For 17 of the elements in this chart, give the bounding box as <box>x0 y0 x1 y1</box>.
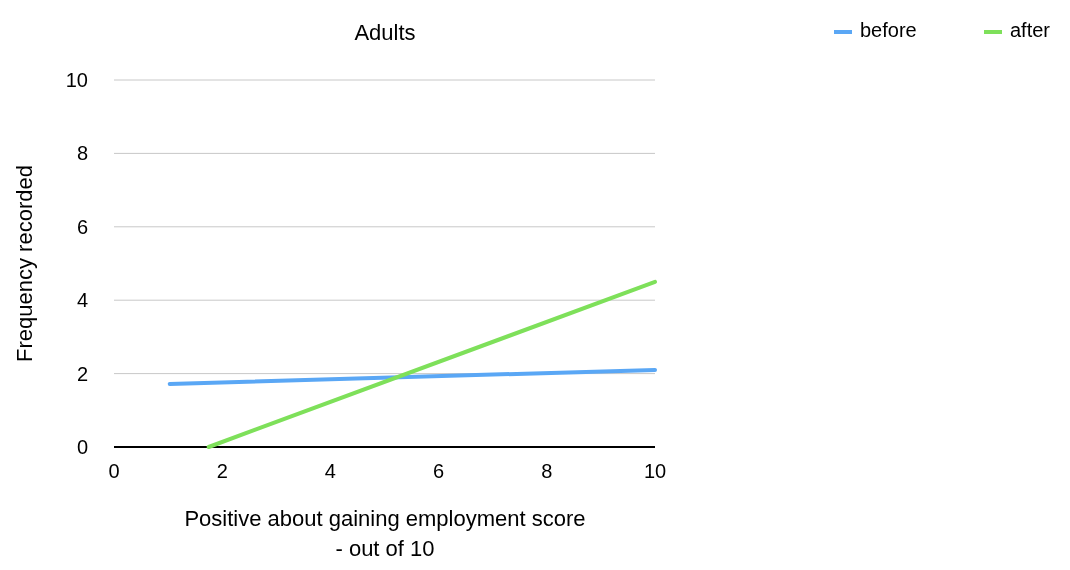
x-tick-label: 2 <box>216 460 228 482</box>
chart-title: Adults <box>354 20 416 45</box>
y-tick-label: 6 <box>76 215 88 238</box>
legend-label: before <box>860 19 917 41</box>
y-tick-label: 0 <box>76 436 88 458</box>
x-tick-label: 10 <box>643 460 667 482</box>
x-tick-label: 4 <box>324 460 336 482</box>
y-tick-label: 10 <box>65 69 88 91</box>
y-tick-label: 4 <box>76 289 88 312</box>
legend-label: after <box>1010 19 1051 41</box>
y-axis-title: Frequency recorded <box>12 165 37 362</box>
x-tick-label: 6 <box>433 460 445 482</box>
y-tick-label: 8 <box>76 142 88 165</box>
x-axis-title: Positive about gaining employment score - out of 10 <box>184 506 586 561</box>
y-tick-label: 2 <box>76 362 88 385</box>
x-tick-label: 0 <box>108 460 120 482</box>
x-tick-label: 8 <box>541 460 553 482</box>
